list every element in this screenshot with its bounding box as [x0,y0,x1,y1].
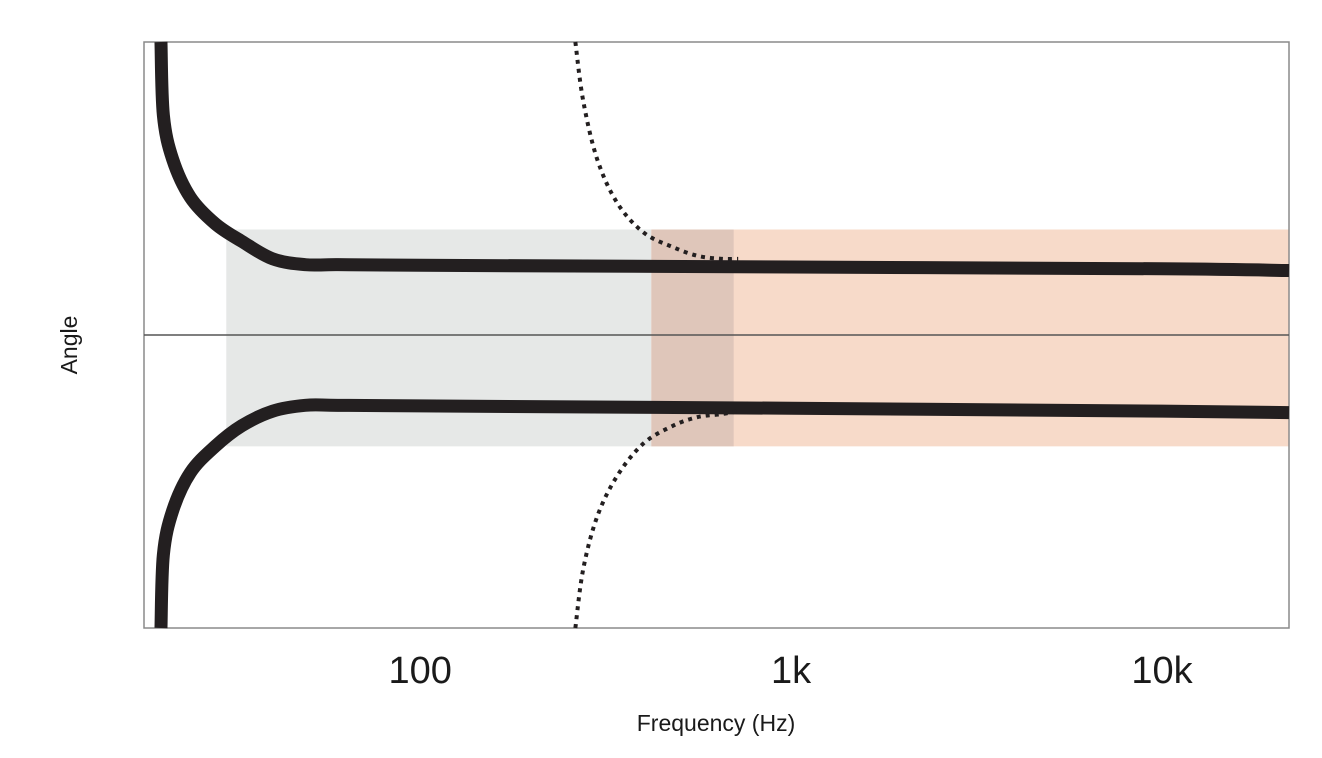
dotted-curve-2 [573,409,739,629]
x-tick-label: 100 [389,650,452,692]
x-tick-label: 1k [771,650,812,692]
x-axis-label: Frequency (Hz) [637,710,795,736]
dotted-curve-1 [573,41,739,262]
solid-curve-2 [154,398,1290,629]
x-tick-label: 10k [1131,650,1193,692]
solid-curve-1 [154,41,1290,278]
x-tick-labels: 100 1k 10k [389,650,1194,692]
y-axis-label: Angle [56,316,82,375]
series-layer [154,41,1290,629]
